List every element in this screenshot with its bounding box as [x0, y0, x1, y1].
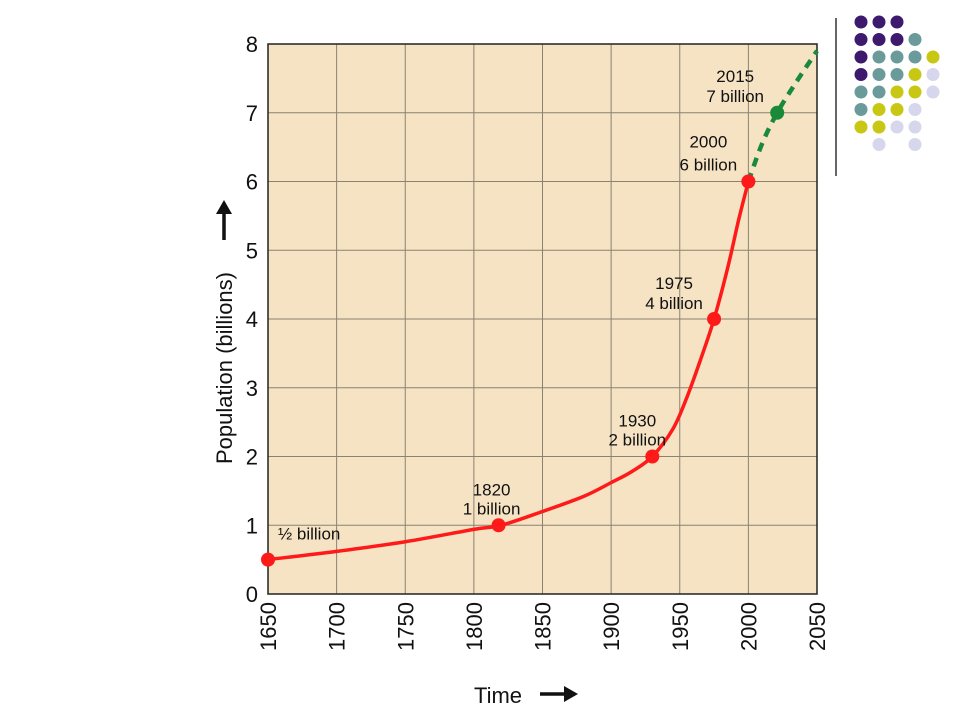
decorative-dot: [854, 85, 868, 99]
data-point: [491, 518, 506, 533]
decorative-dot: [872, 68, 886, 81]
decorative-dot: [890, 120, 904, 134]
decorative-dot: [908, 68, 922, 81]
y-axis-title: Population (billions): [212, 272, 237, 464]
point-year-label: 1975: [655, 274, 693, 293]
x-tick-label: 1650: [256, 602, 281, 651]
point-value-label: 7 billion: [706, 87, 764, 106]
x-axis-arrow-icon: [540, 686, 578, 702]
data-point: [645, 449, 660, 464]
decorative-dot: [872, 50, 886, 64]
data-point: [741, 174, 756, 189]
decorative-dot: [926, 68, 940, 81]
decorative-dot: [908, 85, 922, 99]
y-tick-label: 5: [246, 238, 258, 263]
y-tick-label: 4: [246, 307, 258, 332]
point-value-label: 1 billion: [463, 499, 521, 518]
x-tick-label: 1800: [462, 602, 487, 651]
y-axis-arrow-icon: [216, 200, 232, 240]
series-group: [261, 49, 819, 567]
y-tick-label: 8: [246, 32, 258, 57]
decorative-dot: [854, 103, 868, 116]
y-tick-label: 0: [246, 582, 258, 607]
point-value-label: 2 billion: [608, 431, 666, 450]
decorative-dot: [908, 50, 922, 64]
decorative-dot-grid: [854, 15, 940, 151]
x-tick-label: 2000: [736, 602, 761, 651]
decorative-dot: [926, 85, 940, 99]
decorative-dot: [872, 33, 886, 46]
decorative-dot: [890, 50, 904, 64]
population-line: [266, 179, 751, 562]
x-tick-label: 2050: [805, 602, 830, 651]
decorative-dot: [872, 120, 886, 134]
x-tick-label: 1950: [668, 602, 693, 651]
data-point: [770, 105, 785, 120]
data-point: [707, 312, 722, 326]
y-axis-ticks: 0 1 2 3 4 5 6 7 8: [246, 32, 258, 607]
y-tick-label: 2: [246, 445, 258, 470]
y-tick-label: 1: [246, 513, 258, 538]
decorative-dot: [854, 50, 868, 64]
x-tick-label: 1750: [393, 602, 418, 651]
point-year-label: 2015: [716, 67, 754, 86]
decorative-dot: [854, 68, 868, 81]
decorative-dot: [872, 15, 886, 29]
decorative-dot: [890, 15, 904, 29]
x-tick-label: 1900: [599, 602, 624, 651]
decorative-dot: [872, 85, 886, 99]
y-tick-label: 3: [246, 376, 258, 401]
decorative-dot: [926, 50, 940, 64]
point-year-label: 2000: [689, 133, 727, 152]
y-tick-label: 6: [246, 170, 258, 195]
decorative-dot: [908, 103, 922, 116]
x-axis-ticks: 1650 1700 1750 1800 1850 1900 1950 2000 2050: [256, 602, 830, 651]
point-year-label: 1930: [618, 412, 656, 431]
point-value-label: 4 billion: [645, 294, 703, 313]
decorative-dot: [908, 120, 922, 134]
decorative-dot: [908, 138, 922, 151]
point-year-label: 1820: [473, 480, 511, 499]
decorative-dot: [890, 103, 904, 116]
point-value-label: 6 billion: [680, 156, 738, 175]
decorative-dot: [872, 138, 886, 151]
decorative-dot: [890, 85, 904, 99]
x-tick-label: 1700: [325, 602, 350, 651]
point-value-label: ½ billion: [278, 525, 340, 544]
decorative-dot: [872, 103, 886, 116]
decorative-dot: [908, 33, 922, 46]
decorative-dot: [854, 33, 868, 46]
decorative-dot: [890, 33, 904, 46]
decorative-dot: [890, 68, 904, 81]
plot-frame: [267, 43, 818, 595]
x-tick-label: 1850: [531, 602, 556, 651]
y-tick-label: 7: [246, 101, 258, 126]
decorative-dot: [854, 120, 868, 134]
x-axis-title: Time: [474, 683, 522, 708]
decorative-dot: [854, 15, 868, 29]
data-point: [261, 552, 275, 567]
